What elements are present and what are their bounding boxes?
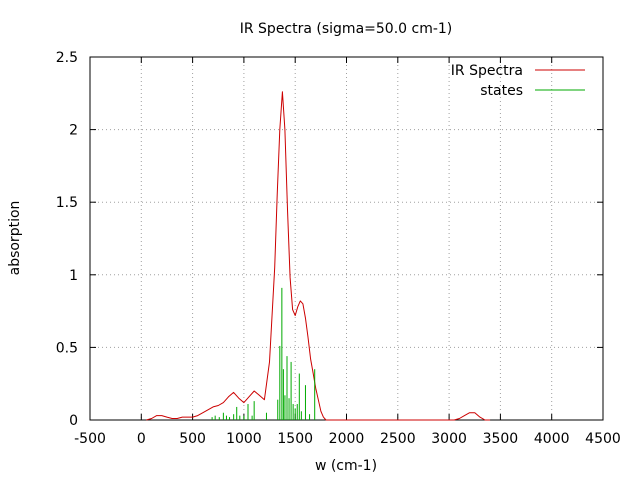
x-tick-label: 500 — [179, 431, 206, 447]
x-tick-label: 1000 — [226, 431, 262, 447]
x-tick-label: 3000 — [431, 431, 467, 447]
x-axis-label: w (cm-1) — [315, 458, 377, 474]
x-tick-label: 3500 — [483, 431, 519, 447]
y-axis-label: absorption — [7, 201, 23, 276]
x-tick-label: 4500 — [585, 431, 621, 447]
legend: IR Spectra states — [451, 63, 585, 99]
axis-ticks: -500 0 500 1000 1500 2000 2500 3000 3500 4000 4500… — [56, 50, 621, 447]
legend-label: states — [480, 83, 523, 99]
chart-title: IR Spectra (sigma=50.0 cm-1) — [240, 21, 453, 37]
x-tick-label: 1500 — [277, 431, 313, 447]
legend-label: IR Spectra — [451, 63, 523, 79]
states-impulses — [211, 287, 316, 420]
y-tick-label: 1.5 — [56, 195, 78, 211]
y-tick-label: 2.5 — [56, 50, 78, 66]
y-tick-label: 1 — [69, 268, 78, 284]
y-tick-label: 0 — [69, 413, 78, 429]
chart-marks — [146, 91, 491, 421]
grid-lines — [90, 57, 603, 420]
y-tick-label: 0.5 — [56, 340, 78, 356]
x-tick-label: 0 — [137, 431, 146, 447]
x-tick-label: 4000 — [534, 431, 570, 447]
x-tick-label: 2000 — [329, 431, 365, 447]
ir-spectra-line — [146, 91, 491, 421]
x-tick-label: 2500 — [380, 431, 416, 447]
x-tick-label: -500 — [74, 431, 106, 447]
y-tick-label: 2 — [69, 123, 78, 139]
